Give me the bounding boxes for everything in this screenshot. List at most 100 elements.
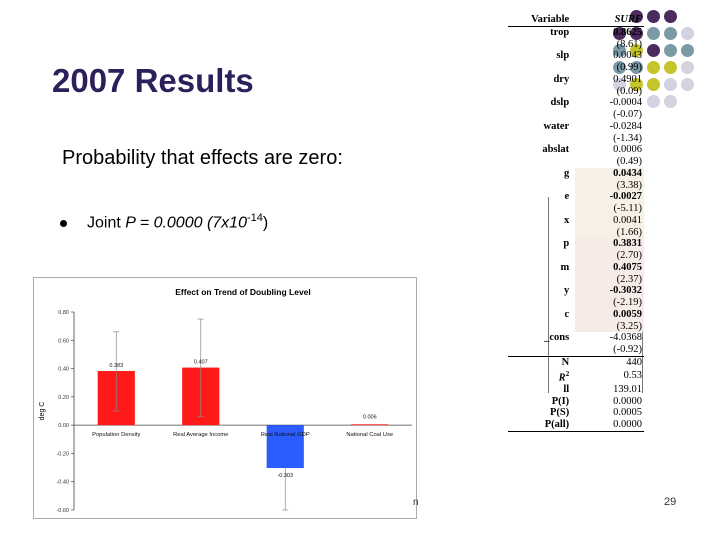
table-row-tstat: (1.66)	[508, 226, 644, 239]
variable-name: _cons	[544, 332, 570, 344]
stat-row: P(all) 0.0000	[508, 419, 644, 432]
t-statistic: (1.66)	[575, 226, 644, 239]
coefficient: 0.3831	[575, 238, 644, 250]
t-statistic: (0.99)	[616, 62, 642, 73]
table-row: y -0.3032	[508, 285, 644, 297]
table-row: p 0.3831	[508, 238, 644, 250]
table-row: slp 0.0043	[508, 50, 644, 62]
category-label: Population Density	[92, 432, 140, 438]
t-statistic: (-2.19)	[575, 297, 644, 309]
table-row: dslp -0.0004	[508, 97, 644, 109]
bullet-exponent: -14	[246, 212, 263, 224]
bullet-suffix: )	[262, 214, 269, 232]
t-statistic: (-0.07)	[613, 109, 642, 120]
t-statistic: (3.25)	[575, 320, 644, 333]
footer-fragment: n	[413, 497, 419, 508]
decorative-dot	[664, 61, 677, 74]
blank-cell	[508, 133, 575, 145]
bar-value-label: -0.303	[277, 473, 293, 479]
chart-title: Effect on Trend of Doubling Level	[175, 287, 311, 297]
decorative-dot	[613, 27, 626, 40]
t-statistic: (0.49)	[616, 156, 642, 167]
stat-value: 440	[575, 355, 644, 369]
stat-value: 0.53	[623, 370, 642, 382]
header-variable: Variable	[508, 14, 576, 27]
t-statistic: (0.09)	[616, 85, 642, 97]
stat-label: R2	[558, 369, 570, 384]
y-tick-label: 0.20	[58, 395, 69, 401]
bar-chart: Effect on Trend of Doubling Level deg C 0.…	[39, 287, 412, 514]
slide-title: 2007 Results	[52, 62, 254, 99]
decorative-dot	[664, 44, 677, 57]
coefficient: -0.0027	[575, 191, 644, 203]
y-tick-label: 0.40	[58, 367, 69, 373]
table-row: c 0.0059	[508, 308, 644, 321]
table-row-tstat: (2.70)	[508, 250, 644, 262]
coefficient: 0.0043	[613, 50, 642, 62]
y-tick-label: -0.60	[56, 508, 69, 514]
bullet-italic: P = 0.0000 (7x10	[125, 214, 247, 232]
stat-label: P(S)	[549, 407, 570, 419]
y-tick-label: -0.20	[56, 451, 69, 457]
category-label: National Coal Use	[346, 432, 393, 438]
t-statistic: (8.61)	[616, 38, 642, 50]
table-row-tstat: (8.61)	[508, 39, 644, 51]
t-statistic: (-1.34)	[613, 132, 642, 144]
blank-cell	[508, 203, 575, 215]
coefficient: -4.0368	[609, 332, 642, 344]
decorative-dot	[664, 27, 677, 40]
decorative-dot	[664, 10, 677, 23]
decorative-dot	[647, 27, 660, 40]
t-statistic: (-5.11)	[575, 203, 644, 215]
blank-cell	[508, 227, 575, 239]
variable-name: p	[563, 238, 570, 250]
category-label: Real Average Income	[173, 432, 228, 438]
variable-name: dry	[553, 73, 570, 85]
stat-row: P(S) 0.0005	[508, 407, 644, 419]
decorative-dot	[613, 61, 626, 74]
table-row-tstat: (0.49)	[508, 156, 644, 168]
bullet-prefix: Joint	[87, 214, 126, 232]
y-tick-label: -0.40	[56, 480, 69, 486]
header-surf: SURF	[575, 14, 644, 27]
decorative-dot	[613, 44, 626, 57]
stat-row: N 440	[508, 355, 644, 369]
table-row-tstat: (-0.07)	[508, 109, 644, 121]
table-row-tstat: (3.38)	[508, 179, 644, 192]
bar	[266, 425, 304, 468]
blank-cell	[508, 274, 575, 286]
table-divider-left	[548, 197, 549, 393]
blank-cell	[508, 250, 575, 262]
bar	[351, 424, 389, 426]
coefficient: 0.0006	[613, 144, 642, 156]
table-row: water -0.0284	[508, 121, 644, 133]
decorative-dot	[664, 95, 677, 108]
blank-cell	[508, 156, 575, 168]
coefficient: 0.0059	[575, 308, 644, 321]
table-row: x 0.0041	[508, 214, 644, 227]
table-header-row: Variable SURF	[508, 14, 644, 27]
variable-name: e	[564, 191, 570, 203]
stat-label: P(I)	[551, 395, 570, 407]
table-row: _cons -4.0368	[508, 332, 644, 344]
stat-row: R2 0.53	[508, 369, 644, 384]
blank-cell	[508, 180, 575, 192]
table-row: g 0.0434	[508, 167, 644, 180]
table-row-tstat: (0.99)	[508, 62, 644, 74]
variable-name: abslat	[542, 144, 570, 156]
t-statistic: (2.70)	[575, 250, 644, 262]
table-row: trop 0.8625	[508, 26, 644, 38]
table-row-tstat: (-0.92)	[508, 344, 644, 356]
slide-subtitle: Probability that effects are zero:	[62, 147, 343, 169]
t-statistic: (-0.92)	[613, 344, 642, 355]
table-row-tstat: (-2.19)	[508, 297, 644, 309]
bar-value-label: 0.006	[363, 414, 377, 420]
blank-cell	[508, 86, 575, 98]
blank-cell	[508, 39, 575, 51]
table-row-tstat: (-1.34)	[508, 133, 644, 145]
table-row: dry 0.4901	[508, 74, 644, 86]
table-row: e -0.0027	[508, 191, 644, 203]
table-row: m 0.4075	[508, 261, 644, 274]
variable-name: x	[563, 214, 570, 226]
decorative-dot	[681, 78, 694, 91]
